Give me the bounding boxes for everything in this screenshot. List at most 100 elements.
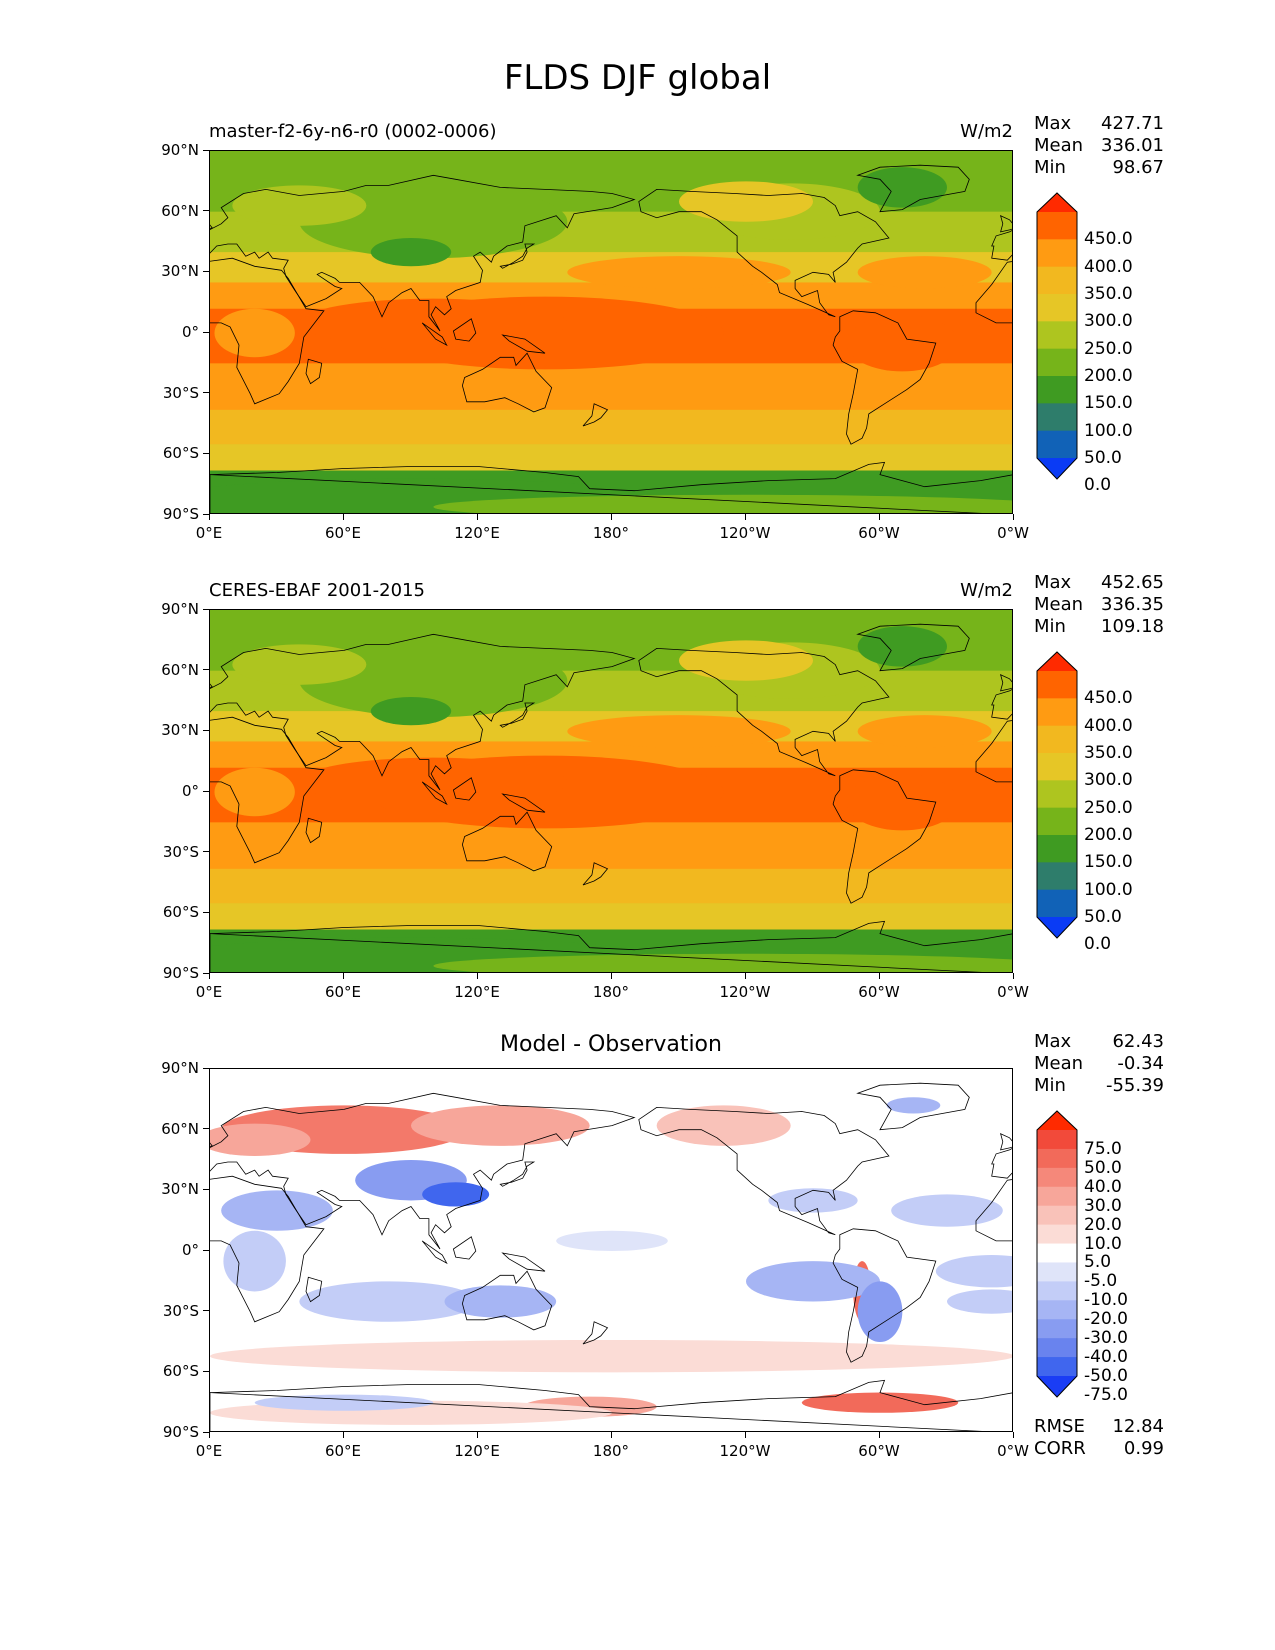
y-tick-label: 0°	[181, 782, 199, 800]
x-tick-mark	[878, 973, 880, 979]
coastlines	[210, 164, 1012, 513]
amazon-blob	[846, 314, 959, 372]
colorbar-label: 300.0	[1084, 311, 1133, 332]
coastline	[421, 322, 448, 347]
colorbar-segment	[1037, 1224, 1077, 1245]
stat-min: Min 98.67	[1034, 157, 1164, 179]
colorbar-label: -50.0	[1084, 1366, 1128, 1386]
colorbar-segment	[1037, 1243, 1077, 1263]
stat-key: Mean	[1034, 594, 1084, 615]
neg-anomaly	[254, 1394, 434, 1411]
x-tick-label: 0°E	[195, 983, 223, 1001]
coastline	[501, 1252, 546, 1272]
stat-max: Max 427.71	[1034, 113, 1164, 135]
y-tick-mark	[203, 1128, 209, 1130]
siberia-blob	[299, 185, 568, 259]
panel-diff-colorbar	[1036, 1110, 1078, 1398]
colorbar-outline	[1036, 192, 1078, 480]
y-tick-mark	[203, 1370, 209, 1373]
stat-value: 98.67	[1112, 157, 1164, 178]
stat-value: 0.99	[1123, 1438, 1164, 1459]
colorbar-extend-bottom	[1037, 917, 1077, 938]
colorbar-label: 0.0	[1084, 934, 1112, 955]
colorbar-segment	[1037, 266, 1077, 295]
coastline	[832, 310, 937, 445]
colorbar-segment	[1037, 807, 1077, 836]
neg-anomaly	[299, 1281, 478, 1322]
colorbar-label: 400.0	[1084, 256, 1133, 277]
coastline	[210, 920, 1012, 972]
x-tick-mark	[208, 1432, 210, 1438]
y-tick-label: 60°N	[161, 660, 199, 679]
stat-key: Mean	[1034, 1053, 1084, 1074]
colorbar-label: 300.0	[1084, 770, 1133, 791]
colorbar-label: -75.0	[1084, 1384, 1128, 1405]
colorbar-segment	[1037, 698, 1077, 727]
coastline	[461, 352, 553, 413]
x-tick-label: 0°W	[997, 1442, 1029, 1460]
y-tick-mark	[203, 513, 209, 515]
coastline	[638, 647, 890, 777]
x-tick-label: 120°E	[454, 983, 500, 1001]
coastline	[305, 358, 323, 385]
colorbar-label: 0.0	[1084, 475, 1112, 496]
y-tick-label: 30°N	[161, 1180, 199, 1199]
x-tick-label: 60°W	[858, 524, 900, 542]
colorbar-label: 50.0	[1084, 1157, 1122, 1178]
panel-model-label: master-f2-6y-n6-r0 (0002-0006)	[209, 121, 497, 142]
x-tick-label: 0°W	[997, 983, 1029, 1001]
stat-key: Min	[1034, 1075, 1066, 1096]
field-layer	[210, 610, 1012, 972]
panel-obs-stats: Max 452.65 Mean 336.35 Min 109.18	[1034, 572, 1164, 638]
y-tick-mark	[203, 1188, 209, 1191]
coastline	[582, 403, 609, 427]
colorbar-label: 200.0	[1084, 825, 1133, 845]
panel-obs-map	[209, 609, 1013, 973]
neg-anomaly	[886, 1097, 941, 1114]
stat-key: CORR	[1034, 1438, 1086, 1459]
coastline	[210, 1379, 1012, 1431]
coastline	[421, 781, 448, 806]
colorbar-segment	[1037, 430, 1077, 459]
stat-mean: Mean -0.34	[1034, 1053, 1164, 1075]
x-tick-label: 0°E	[195, 524, 223, 542]
colorbar-label: 30.0	[1084, 1195, 1122, 1216]
colorbar-label: -20.0	[1084, 1309, 1128, 1330]
y-tick-mark	[203, 608, 209, 610]
coastline	[856, 1082, 970, 1131]
pos-anomaly	[411, 1105, 590, 1146]
colorbar-label: 5.0	[1084, 1252, 1112, 1273]
neg-anomaly	[947, 1289, 1012, 1314]
colorbar-label: 50.0	[1084, 448, 1122, 468]
field-band	[210, 822, 1012, 870]
stat-rmse: RMSE 12.84	[1034, 1416, 1164, 1438]
colorbar-segment	[1037, 1148, 1077, 1169]
x-tick-mark	[476, 514, 478, 520]
stat-value: 109.18	[1101, 616, 1164, 637]
stat-max: Max 62.43	[1034, 1031, 1164, 1053]
x-tick-mark	[476, 1432, 478, 1438]
neg-anomaly	[444, 1285, 557, 1318]
colorbar-segment	[1037, 212, 1077, 240]
colorbar-segment	[1037, 1167, 1077, 1188]
amazon-blob	[846, 773, 959, 831]
coastline	[461, 1270, 553, 1331]
colorbar-label: -40.0	[1084, 1347, 1128, 1368]
y-tick-mark	[203, 392, 209, 394]
coastlines	[210, 623, 1012, 972]
alaska-blob	[679, 640, 813, 681]
colorbar-segment	[1037, 889, 1077, 918]
stat-key: Mean	[1034, 135, 1084, 156]
x-tick-label: 180°	[592, 524, 630, 542]
y-tick-label: 90°S	[162, 964, 199, 982]
x-tick-label: 180°	[592, 983, 630, 1001]
y-tick-label: 30°S	[162, 383, 199, 402]
coastline	[638, 1106, 890, 1236]
y-tick-mark	[203, 1310, 209, 1312]
x-tick-label: 120°E	[454, 1442, 500, 1460]
coastline	[999, 673, 1012, 692]
colorbar-outline	[1036, 1110, 1078, 1398]
stat-mean: Mean 336.35	[1034, 594, 1164, 616]
x-tick-label: 120°W	[719, 524, 771, 542]
colorbar-label: -5.0	[1084, 1271, 1118, 1292]
